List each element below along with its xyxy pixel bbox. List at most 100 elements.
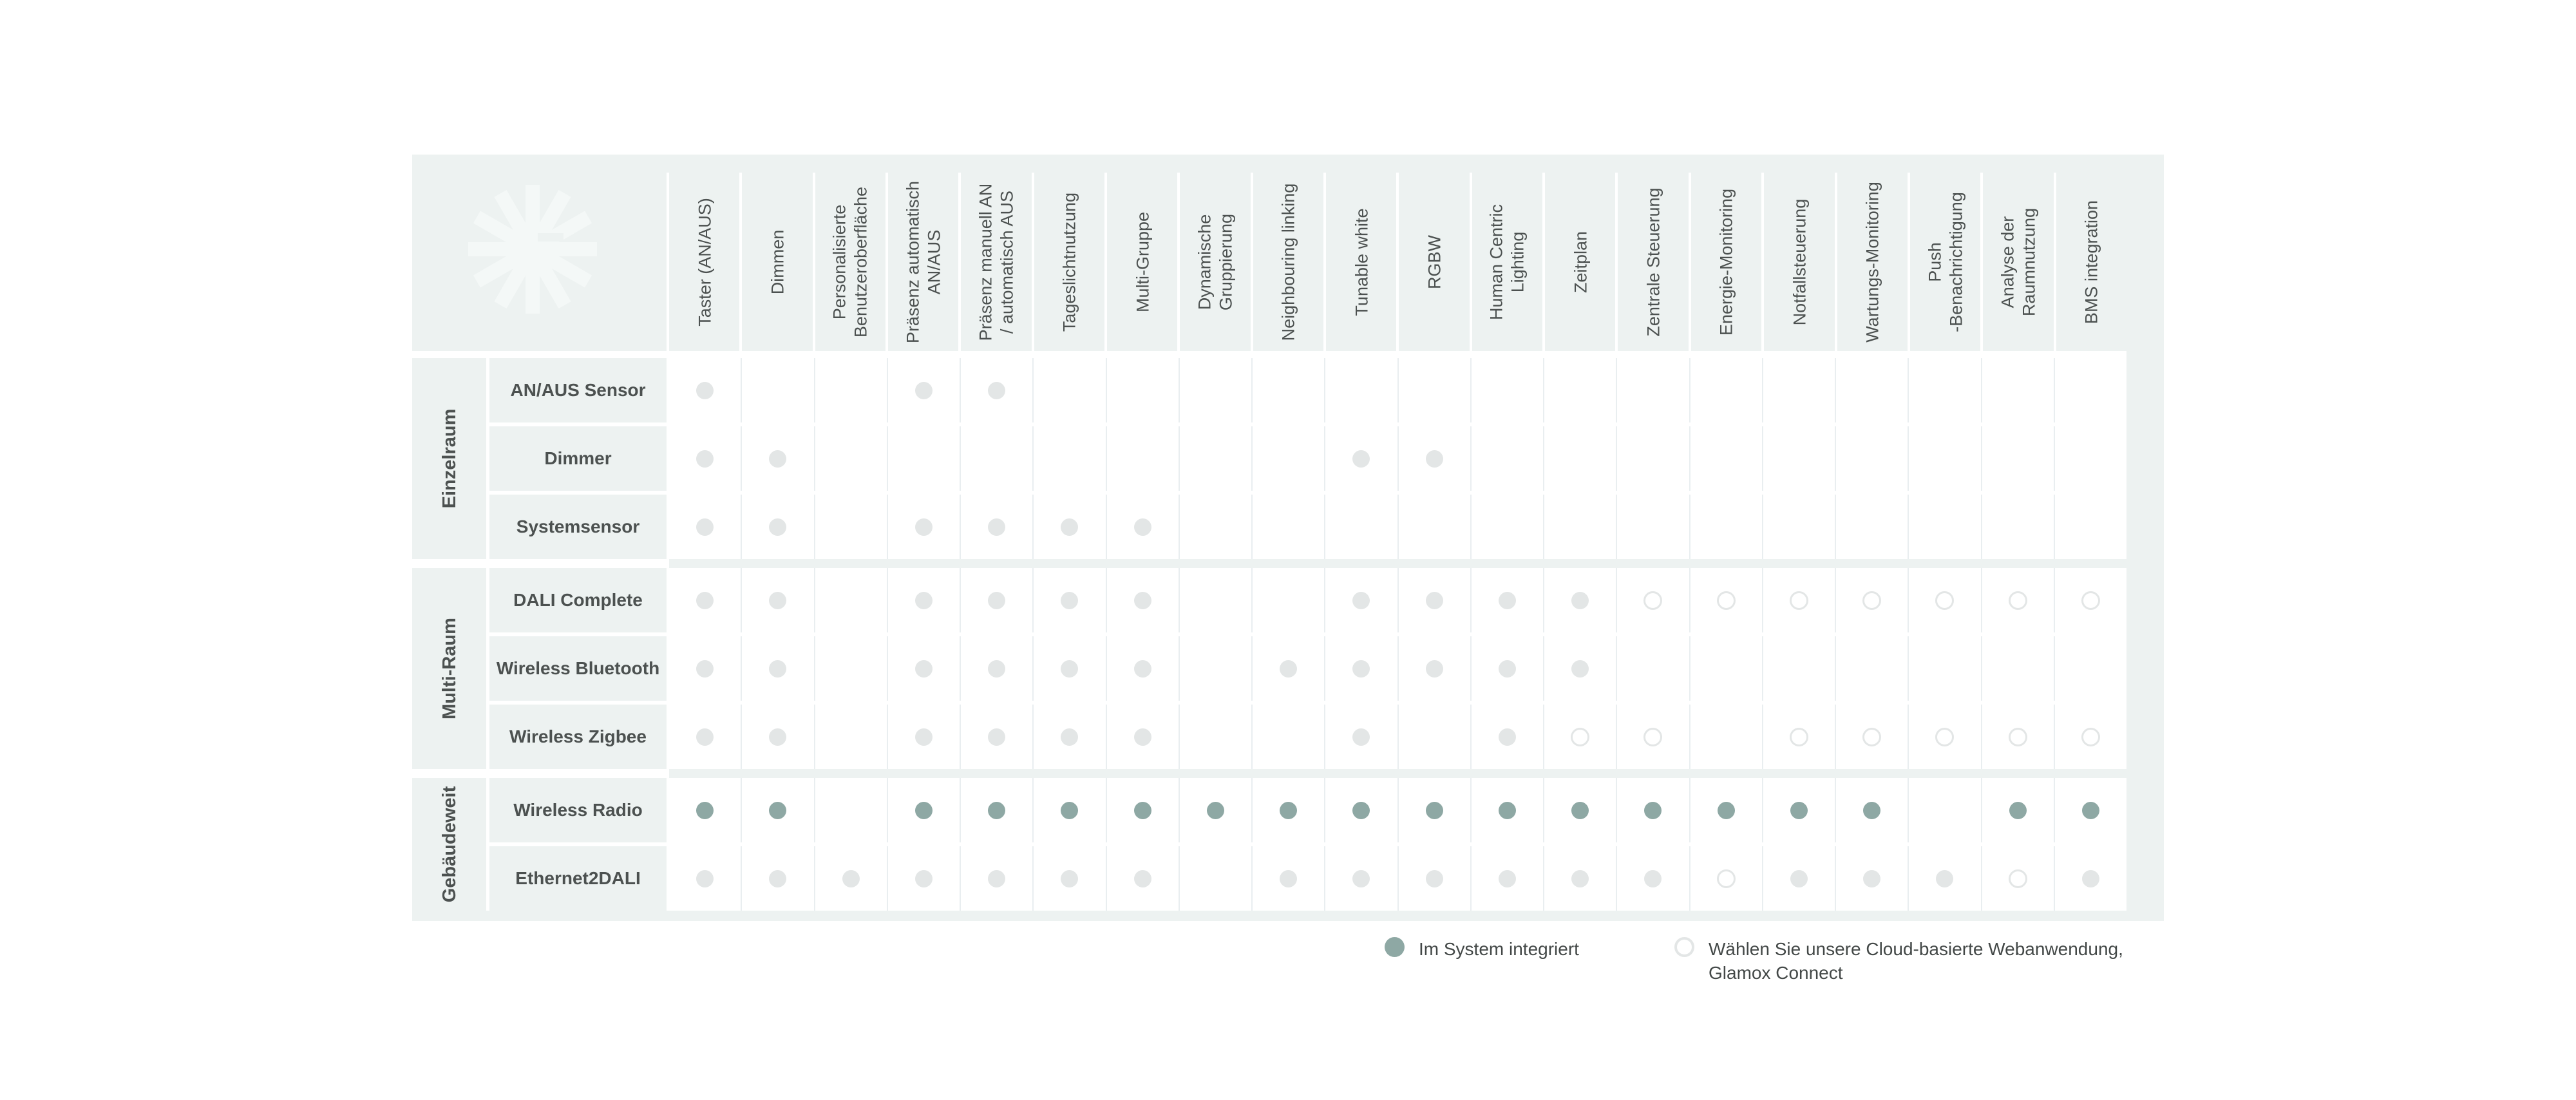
availability-dot-filled — [1936, 869, 1954, 887]
matrix-cell — [1324, 705, 1397, 769]
availability-dot-filled — [769, 659, 787, 678]
matrix-cell — [1251, 846, 1324, 911]
matrix-cell — [1689, 426, 1762, 491]
availability-dot-filled — [1061, 591, 1079, 609]
matrix-cell — [669, 426, 741, 491]
column-header-label: Human Centric Lighting — [1486, 204, 1528, 320]
column-header-label: Wartungs-Monitoring — [1862, 181, 1882, 343]
table-row: Dimmer — [489, 426, 2126, 491]
availability-dot-outline — [1862, 591, 1882, 610]
matrix-cell — [813, 358, 887, 422]
row-group: Gebäudeweit Wireless Radio Ethernet2DALI — [412, 778, 2126, 911]
matrix-cell — [741, 358, 813, 422]
availability-dot-filled — [1425, 869, 1443, 887]
matrix-cell — [1178, 778, 1251, 842]
row-label: Wireless Bluetooth — [496, 658, 660, 678]
availability-dot-filled — [914, 869, 933, 887]
column-header-label: Personalisierte Benutzeroberfläche — [829, 186, 871, 337]
matrix-cell — [1835, 846, 1908, 911]
matrix-cell — [886, 358, 960, 422]
availability-dot-filled — [988, 728, 1006, 746]
availability-dot-filled — [988, 518, 1006, 536]
availability-dot-highlight — [2081, 801, 2099, 819]
column-header-label: Tunable white — [1351, 207, 1371, 316]
column-header-label: Dynamische Gruppierung — [1195, 213, 1236, 310]
matrix-cell — [960, 636, 1032, 701]
availability-dot-outline — [1935, 591, 1955, 610]
matrix-cell — [2053, 426, 2126, 491]
matrix-cell — [1251, 705, 1324, 769]
matrix-cell — [1908, 705, 1980, 769]
group-label: Einzelraum — [412, 358, 486, 559]
matrix-cell — [669, 495, 741, 559]
group-separator — [412, 769, 2126, 778]
matrix-cell — [1397, 636, 1470, 701]
availability-dot-filled — [1061, 869, 1079, 887]
matrix-cell — [741, 846, 813, 911]
matrix-cell — [1470, 568, 1543, 632]
availability-dot-outline — [1716, 869, 1736, 888]
column-header: Human Centric Lighting — [1472, 173, 1543, 351]
matrix-cell — [1908, 495, 1980, 559]
column-header-label: Präsenz automatisch AN/AUS — [903, 180, 944, 343]
column-header-label: Präsenz manuell AN / automatisch AUS — [976, 183, 1017, 341]
column-header: Tageslichtnutzung — [1034, 173, 1105, 351]
matrix-cell — [1178, 705, 1251, 769]
availability-dot-filled — [1352, 450, 1370, 468]
column-header: Multi-Gruppe — [1107, 173, 1178, 351]
matrix-cell — [1178, 358, 1251, 422]
availability-dot-filled — [1498, 591, 1516, 609]
matrix-cell — [1324, 568, 1397, 632]
availability-dot-highlight — [1863, 801, 1881, 819]
matrix-cell — [960, 495, 1032, 559]
matrix-cell — [1032, 705, 1105, 769]
matrix-cell — [2053, 705, 2126, 769]
table-row: Ethernet2DALI — [489, 846, 2126, 911]
availability-dot-filled — [914, 591, 933, 609]
availability-dot-filled — [1790, 869, 1808, 887]
column-header: Dimmen — [742, 173, 813, 351]
matrix-cell — [1032, 568, 1105, 632]
availability-dot-filled — [696, 659, 714, 678]
matrix-cell — [813, 705, 887, 769]
matrix-cell — [741, 705, 813, 769]
matrix-cell — [2053, 568, 2126, 632]
column-header: RGBW — [1399, 173, 1470, 351]
availability-dot-outline — [1643, 727, 1663, 746]
availability-dot-filled — [914, 518, 933, 536]
matrix-cell — [960, 358, 1032, 422]
matrix-cell — [1689, 358, 1762, 422]
availability-dot-highlight — [1352, 801, 1370, 819]
column-header-label: Energie-Monitoring — [1716, 188, 1736, 336]
matrix-cell — [1324, 636, 1397, 701]
matrix-cell — [1543, 778, 1616, 842]
matrix-cell — [1616, 568, 1689, 632]
availability-dot-filled — [769, 591, 787, 609]
matrix-cell — [1324, 358, 1397, 422]
matrix-cell — [1105, 636, 1179, 701]
matrix-cell — [1251, 636, 1324, 701]
matrix-cell — [1835, 358, 1908, 422]
column-header-label: Push -Benachrichtigung — [1925, 191, 1966, 332]
matrix-cell — [1251, 358, 1324, 422]
availability-dot-filled — [1061, 659, 1079, 678]
matrix-cell — [1324, 778, 1397, 842]
matrix-cell — [960, 846, 1032, 911]
matrix-cell — [741, 568, 813, 632]
matrix-cell — [1032, 495, 1105, 559]
availability-dot-filled — [696, 591, 714, 609]
matrix-cell — [1032, 426, 1105, 491]
availability-dot-highlight — [696, 801, 714, 819]
matrix-cell — [1835, 636, 1908, 701]
availability-dot-outline — [1716, 591, 1736, 610]
matrix-cell — [2053, 636, 2126, 701]
matrix-cell — [886, 846, 960, 911]
column-header: Präsenz automatisch AN/AUS — [888, 173, 959, 351]
matrix-cell — [1324, 495, 1397, 559]
row-label: Wireless Radio — [513, 800, 643, 820]
column-header-label: Taster (AN/AUS) — [694, 197, 714, 327]
column-header: Personalisierte Benutzeroberfläche — [815, 173, 886, 351]
column-header-label: BMS integration — [2081, 200, 2101, 324]
column-header-label: Zentrale Steuerung — [1643, 187, 1663, 337]
availability-dot-filled — [1280, 869, 1298, 887]
